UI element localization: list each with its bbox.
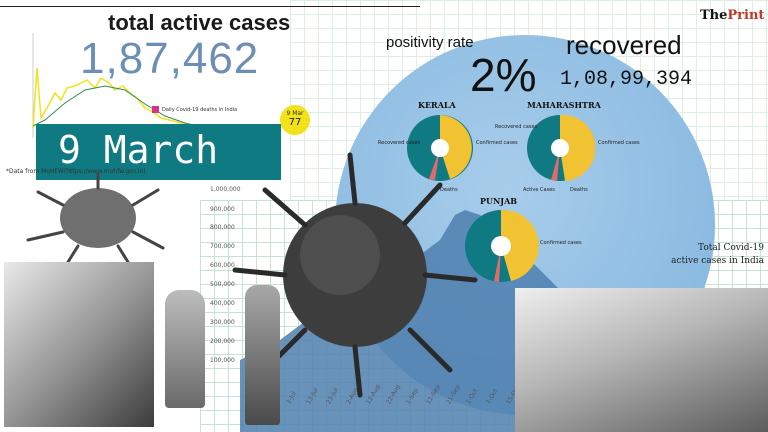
punjab-pie-confirmed xyxy=(501,209,539,281)
brand-the: The xyxy=(700,8,728,23)
state-label-punjab: PUNJAB xyxy=(480,196,518,206)
punjab-pie xyxy=(465,209,539,282)
maharashtra-label-deaths: Deaths xyxy=(570,187,588,193)
kerala-pie xyxy=(407,115,473,181)
source-note: *Data from MoHFW(https://www.mohfw.gov.i… xyxy=(6,168,146,175)
trend-chart-title: Total Covid-19 active cases in India xyxy=(671,243,764,266)
state-label-maharashtra: MAHARASHTRA xyxy=(527,100,601,110)
brand-logo: ThePrint xyxy=(700,8,764,23)
y-tick: 100,000 xyxy=(210,357,235,364)
maharashtra-pie xyxy=(527,114,595,181)
state-label-kerala: KERALA xyxy=(418,100,456,110)
y-tick: 700,000 xyxy=(210,243,235,250)
recovered-value: 1,08,99,394 xyxy=(560,68,693,91)
y-tick: 900,000 xyxy=(210,206,235,213)
y-tick: 200,000 xyxy=(210,338,235,345)
recovered-label: recovered xyxy=(566,30,682,60)
maharashtra-pie-hole xyxy=(551,139,569,157)
virus-illustration-center xyxy=(232,152,478,398)
y-tick: 1,000,000 xyxy=(210,186,241,193)
punjab-pie-hole xyxy=(491,236,511,256)
mini-chart-legend: Daily Covid-19 deaths in India xyxy=(152,106,237,113)
date-label: 9 March xyxy=(58,128,219,172)
legend-swatch xyxy=(152,106,159,113)
legend-label: Daily Covid-19 deaths in India xyxy=(162,107,238,113)
maharashtra-label-confirmed: Confirmed cases xyxy=(598,140,640,146)
date-banner xyxy=(36,124,281,180)
kerala-label-recovered: Recovered cases xyxy=(378,140,421,146)
kerala-pie-hole xyxy=(431,139,449,157)
page-title: total active cases xyxy=(108,10,291,35)
maharashtra-label-active: Active Cases xyxy=(523,187,555,193)
virus-illustration-left xyxy=(26,172,165,264)
y-tick: 300,000 xyxy=(210,319,235,326)
photo-health-worker xyxy=(165,290,205,408)
kerala-pie-confirmed xyxy=(440,115,472,179)
brand-print: Print xyxy=(727,8,765,23)
latest-value-marker: 9 Mar 77 xyxy=(280,105,310,135)
kerala-label-confirmed: Confirmed cases xyxy=(476,140,518,146)
photo-health-worker-2 xyxy=(245,285,280,425)
photo-hospital-ward xyxy=(515,288,768,432)
punjab-label-confirmed: Confirmed cases xyxy=(540,240,582,246)
photo-ambulance xyxy=(4,262,154,427)
maharashtra-pie-confirmed xyxy=(560,114,595,181)
marker-date: 9 Mar xyxy=(286,110,304,117)
y-tick: 400,000 xyxy=(210,300,235,307)
y-tick: 500,000 xyxy=(210,281,235,288)
marker-value: 77 xyxy=(288,117,302,128)
y-tick: 600,000 xyxy=(210,262,235,269)
kerala-label-deaths: Deaths xyxy=(440,187,458,193)
positivity-label: positivity rate xyxy=(386,34,474,51)
positivity-value: 2% xyxy=(470,49,537,101)
y-tick: 800,000 xyxy=(210,224,235,231)
maharashtra-label-recovered: Recovered cases xyxy=(495,124,538,130)
top-rule xyxy=(0,6,420,7)
active-cases-value: 1,87,462 xyxy=(80,34,260,83)
